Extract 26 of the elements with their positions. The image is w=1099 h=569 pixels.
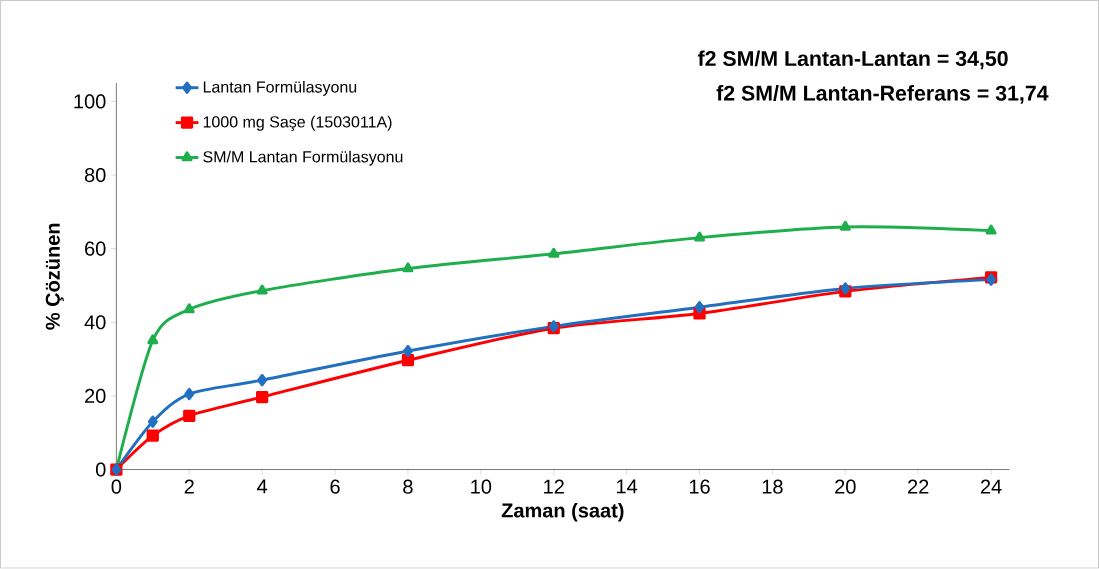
- x-tick-label: 20: [835, 479, 856, 494]
- x-tick-label: 18: [762, 479, 783, 494]
- x-tick-label: 2: [184, 479, 194, 494]
- legend-label: 1000 mg Saşe (1503011A): [203, 116, 392, 131]
- y-tick-label: 80: [84, 168, 106, 183]
- y-tick-label: 40: [84, 315, 106, 330]
- x-tick-label: 0: [111, 479, 122, 494]
- y-axis-title: % Çözünen: [45, 223, 64, 330]
- x-tick-label: 8: [403, 479, 413, 494]
- text: f2 SM/M Lantan-Lantan = 34,50: [697, 50, 1008, 70]
- y-tick-label: 20: [85, 389, 106, 404]
- x-tick-label: 10: [471, 479, 492, 494]
- x-tick-label: 24: [980, 479, 1002, 494]
- x-axis-title: Zaman (saat): [501, 503, 624, 522]
- x-tick-label: 4: [257, 479, 268, 494]
- x-tick-label: 12: [544, 479, 564, 494]
- legend-label: Lantan Formülasyonu: [203, 81, 357, 97]
- x-tick-label: 6: [330, 479, 340, 494]
- annotation: f2 SM/M Lantan-Referans = 31,74: [716, 85, 1049, 105]
- x-tick-label: 22: [908, 479, 929, 494]
- x-tick-label: 16: [689, 479, 710, 494]
- x-tick-label: 14: [617, 479, 638, 494]
- y-tick-label: 60: [85, 241, 106, 256]
- y-tick-label: 100: [74, 94, 106, 109]
- legend-label: SM/M Lantan Formülasyonu: [203, 150, 403, 166]
- y-tick-label: 0: [95, 462, 106, 477]
